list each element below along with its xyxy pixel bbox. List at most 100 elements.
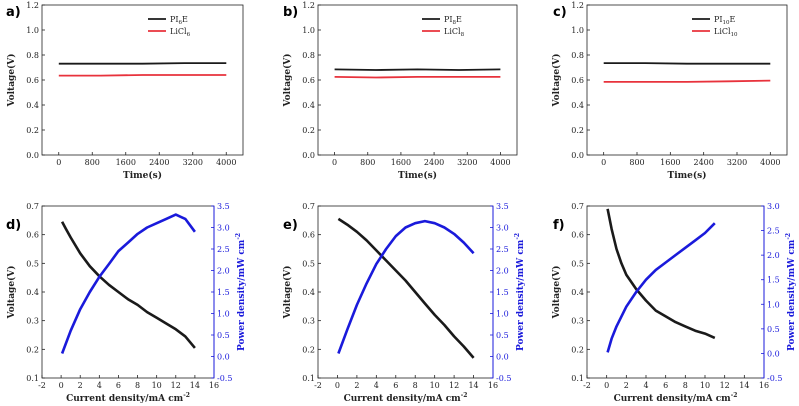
x-tick-label: 16 bbox=[759, 381, 769, 390]
plot-frame bbox=[41, 4, 244, 156]
x-tick-label: 800 bbox=[360, 158, 375, 167]
x-tick-label: 0 bbox=[335, 381, 340, 390]
legend-name-tail: E bbox=[456, 15, 462, 24]
voltage-curve bbox=[606, 208, 716, 340]
y2-tick-label: 0.0 bbox=[496, 353, 509, 362]
x-tick-label: 10 bbox=[152, 381, 162, 390]
y2-tick-label: 1.5 bbox=[767, 276, 780, 285]
x-tick-label: 12 bbox=[171, 381, 181, 390]
panel-label: a) bbox=[6, 5, 21, 20]
legend-subscript: 8 bbox=[453, 20, 457, 26]
x-tick-label: 6 bbox=[393, 381, 398, 390]
legend-name: LiCl bbox=[444, 27, 461, 36]
y-tick-label: 0.7 bbox=[571, 202, 584, 211]
y2-tick-label: 2.5 bbox=[496, 245, 509, 254]
x-axis-label-superscript: -2 bbox=[183, 392, 190, 399]
x-tick-label: -2 bbox=[38, 381, 46, 390]
y2-axis-label-superscript: -2 bbox=[785, 233, 792, 240]
y-tick-label: 0.2 bbox=[571, 126, 584, 135]
y-tick-label: 0.0 bbox=[571, 151, 584, 160]
y2-tick-label: 3.0 bbox=[217, 224, 230, 233]
y2-tick-label: 2.0 bbox=[217, 267, 230, 276]
y2-axis-label-superscript: -2 bbox=[235, 233, 242, 240]
x-tick-label: 4 bbox=[643, 381, 648, 390]
y2-tick-label: -0.5 bbox=[496, 374, 511, 383]
legend-name: PI bbox=[170, 15, 179, 24]
y-axis-label: Voltage(V) bbox=[551, 265, 562, 319]
legend-subscript: 8 bbox=[461, 32, 465, 38]
y-tick-label: 0.7 bbox=[302, 202, 315, 211]
x-tick-label: 0 bbox=[601, 158, 606, 167]
y2-tick-label: 0.5 bbox=[767, 325, 780, 334]
chart-panel-5: e) -2 0 2 4 6 8 10 12 14 16 0.1 0.2 0.3 0.4 0.5 0.6 0.7 Cu… bbox=[282, 202, 526, 404]
y-tick-label: 1.0 bbox=[302, 26, 315, 35]
y2-tick-label: 2.0 bbox=[496, 267, 509, 276]
plot-frame bbox=[317, 205, 494, 379]
x-tick-label: 800 bbox=[85, 158, 100, 167]
x-tick-label: 8 bbox=[135, 381, 140, 390]
x-axis-label-text: Current density/mA cm bbox=[344, 394, 462, 404]
x-tick-label: 14 bbox=[468, 381, 478, 390]
y2-tick-label: 3.0 bbox=[496, 224, 509, 233]
y2-tick-label: 0.5 bbox=[496, 331, 509, 340]
chart-panel-1: a) 0 800 1600 2400 3200 4000 0.0 0.2 0.4 0.6 0.8 1.0… bbox=[6, 1, 244, 181]
y-tick-label: 0.4 bbox=[26, 101, 39, 110]
x-tick-label: 2 bbox=[624, 381, 629, 390]
panel-label: b) bbox=[283, 5, 298, 20]
y-tick-label: 0.6 bbox=[26, 231, 39, 240]
y-axis-label: Voltage(V) bbox=[6, 265, 17, 319]
x-tick-label: 1600 bbox=[391, 158, 411, 167]
x-tick-label: 8 bbox=[413, 381, 418, 390]
y-tick-label: 0.3 bbox=[302, 317, 315, 326]
series-line-2 bbox=[603, 79, 771, 83]
x-tick-label: 6 bbox=[116, 381, 121, 390]
legend-entry: PI10E bbox=[714, 15, 736, 26]
x-tick-label: 4000 bbox=[216, 158, 236, 167]
y2-axis-label: Power density/mW cm-2 bbox=[235, 233, 247, 351]
y-tick-label: 0.5 bbox=[26, 259, 39, 268]
legend-entry: LiCl6 bbox=[170, 27, 191, 38]
legend-name: PI bbox=[714, 15, 723, 24]
series-line-2 bbox=[334, 76, 501, 79]
chart-panel-6: f) -2 0 2 4 6 8 10 12 14 16 0.1 0.2 0.3 0.4 0.5 0.6 0.7 Cu… bbox=[551, 202, 797, 404]
y-tick-label: 0.6 bbox=[302, 76, 315, 85]
x-tick-label: 0 bbox=[604, 381, 609, 390]
y-axis-label: Voltage(V) bbox=[551, 53, 562, 107]
y-tick-label: 0.6 bbox=[302, 231, 315, 240]
y-tick-label: 0.6 bbox=[571, 76, 584, 85]
x-axis-label: Current density/mA cm-2 bbox=[66, 392, 190, 404]
x-tick-label: 2400 bbox=[693, 158, 713, 167]
legend-entry: PI6E bbox=[170, 15, 188, 26]
series-line-1 bbox=[334, 68, 501, 71]
series-line-1 bbox=[603, 62, 771, 65]
chart-panel-4: d) -2 0 2 4 6 8 10 12 14 16 0.1 0.2 0.3 0.4 0.5 0.6 0.7 Cu… bbox=[6, 202, 247, 404]
y-tick-label: 0.3 bbox=[571, 317, 584, 326]
y-tick-label: 0.2 bbox=[302, 126, 315, 135]
x-tick-label: 2 bbox=[354, 381, 359, 390]
y-tick-label: 0.8 bbox=[302, 51, 315, 60]
y2-tick-label: 3.5 bbox=[217, 202, 230, 211]
y-tick-label: 0.3 bbox=[26, 317, 39, 326]
x-axis-label-superscript: -2 bbox=[731, 392, 738, 399]
x-tick-label: 0 bbox=[59, 381, 64, 390]
y-axis-label: Voltage(V) bbox=[6, 53, 17, 107]
y-axis-label: Voltage(V) bbox=[282, 265, 293, 319]
legend-subscript: 10 bbox=[723, 20, 730, 26]
voltage-curve bbox=[60, 221, 196, 349]
legend-entry: PI8E bbox=[444, 15, 462, 26]
y-tick-label: 0.7 bbox=[26, 202, 39, 211]
y2-tick-label: 2.5 bbox=[217, 245, 230, 254]
legend-subscript: 6 bbox=[179, 20, 183, 26]
x-tick-label: 800 bbox=[629, 158, 644, 167]
power-curve bbox=[60, 213, 196, 354]
y2-tick-label: 1.5 bbox=[217, 288, 230, 297]
legend-name-tail: E bbox=[182, 15, 188, 24]
y-tick-label: 0.2 bbox=[571, 345, 584, 354]
y-tick-label: 0.4 bbox=[571, 288, 584, 297]
y-tick-label: 0.5 bbox=[302, 259, 315, 268]
y-tick-label: 0.4 bbox=[26, 288, 39, 297]
x-tick-label: 14 bbox=[190, 381, 200, 390]
x-tick-label: 14 bbox=[739, 381, 749, 390]
x-tick-label: 1600 bbox=[660, 158, 680, 167]
x-axis-label: Current density/mA cm-2 bbox=[614, 392, 738, 404]
